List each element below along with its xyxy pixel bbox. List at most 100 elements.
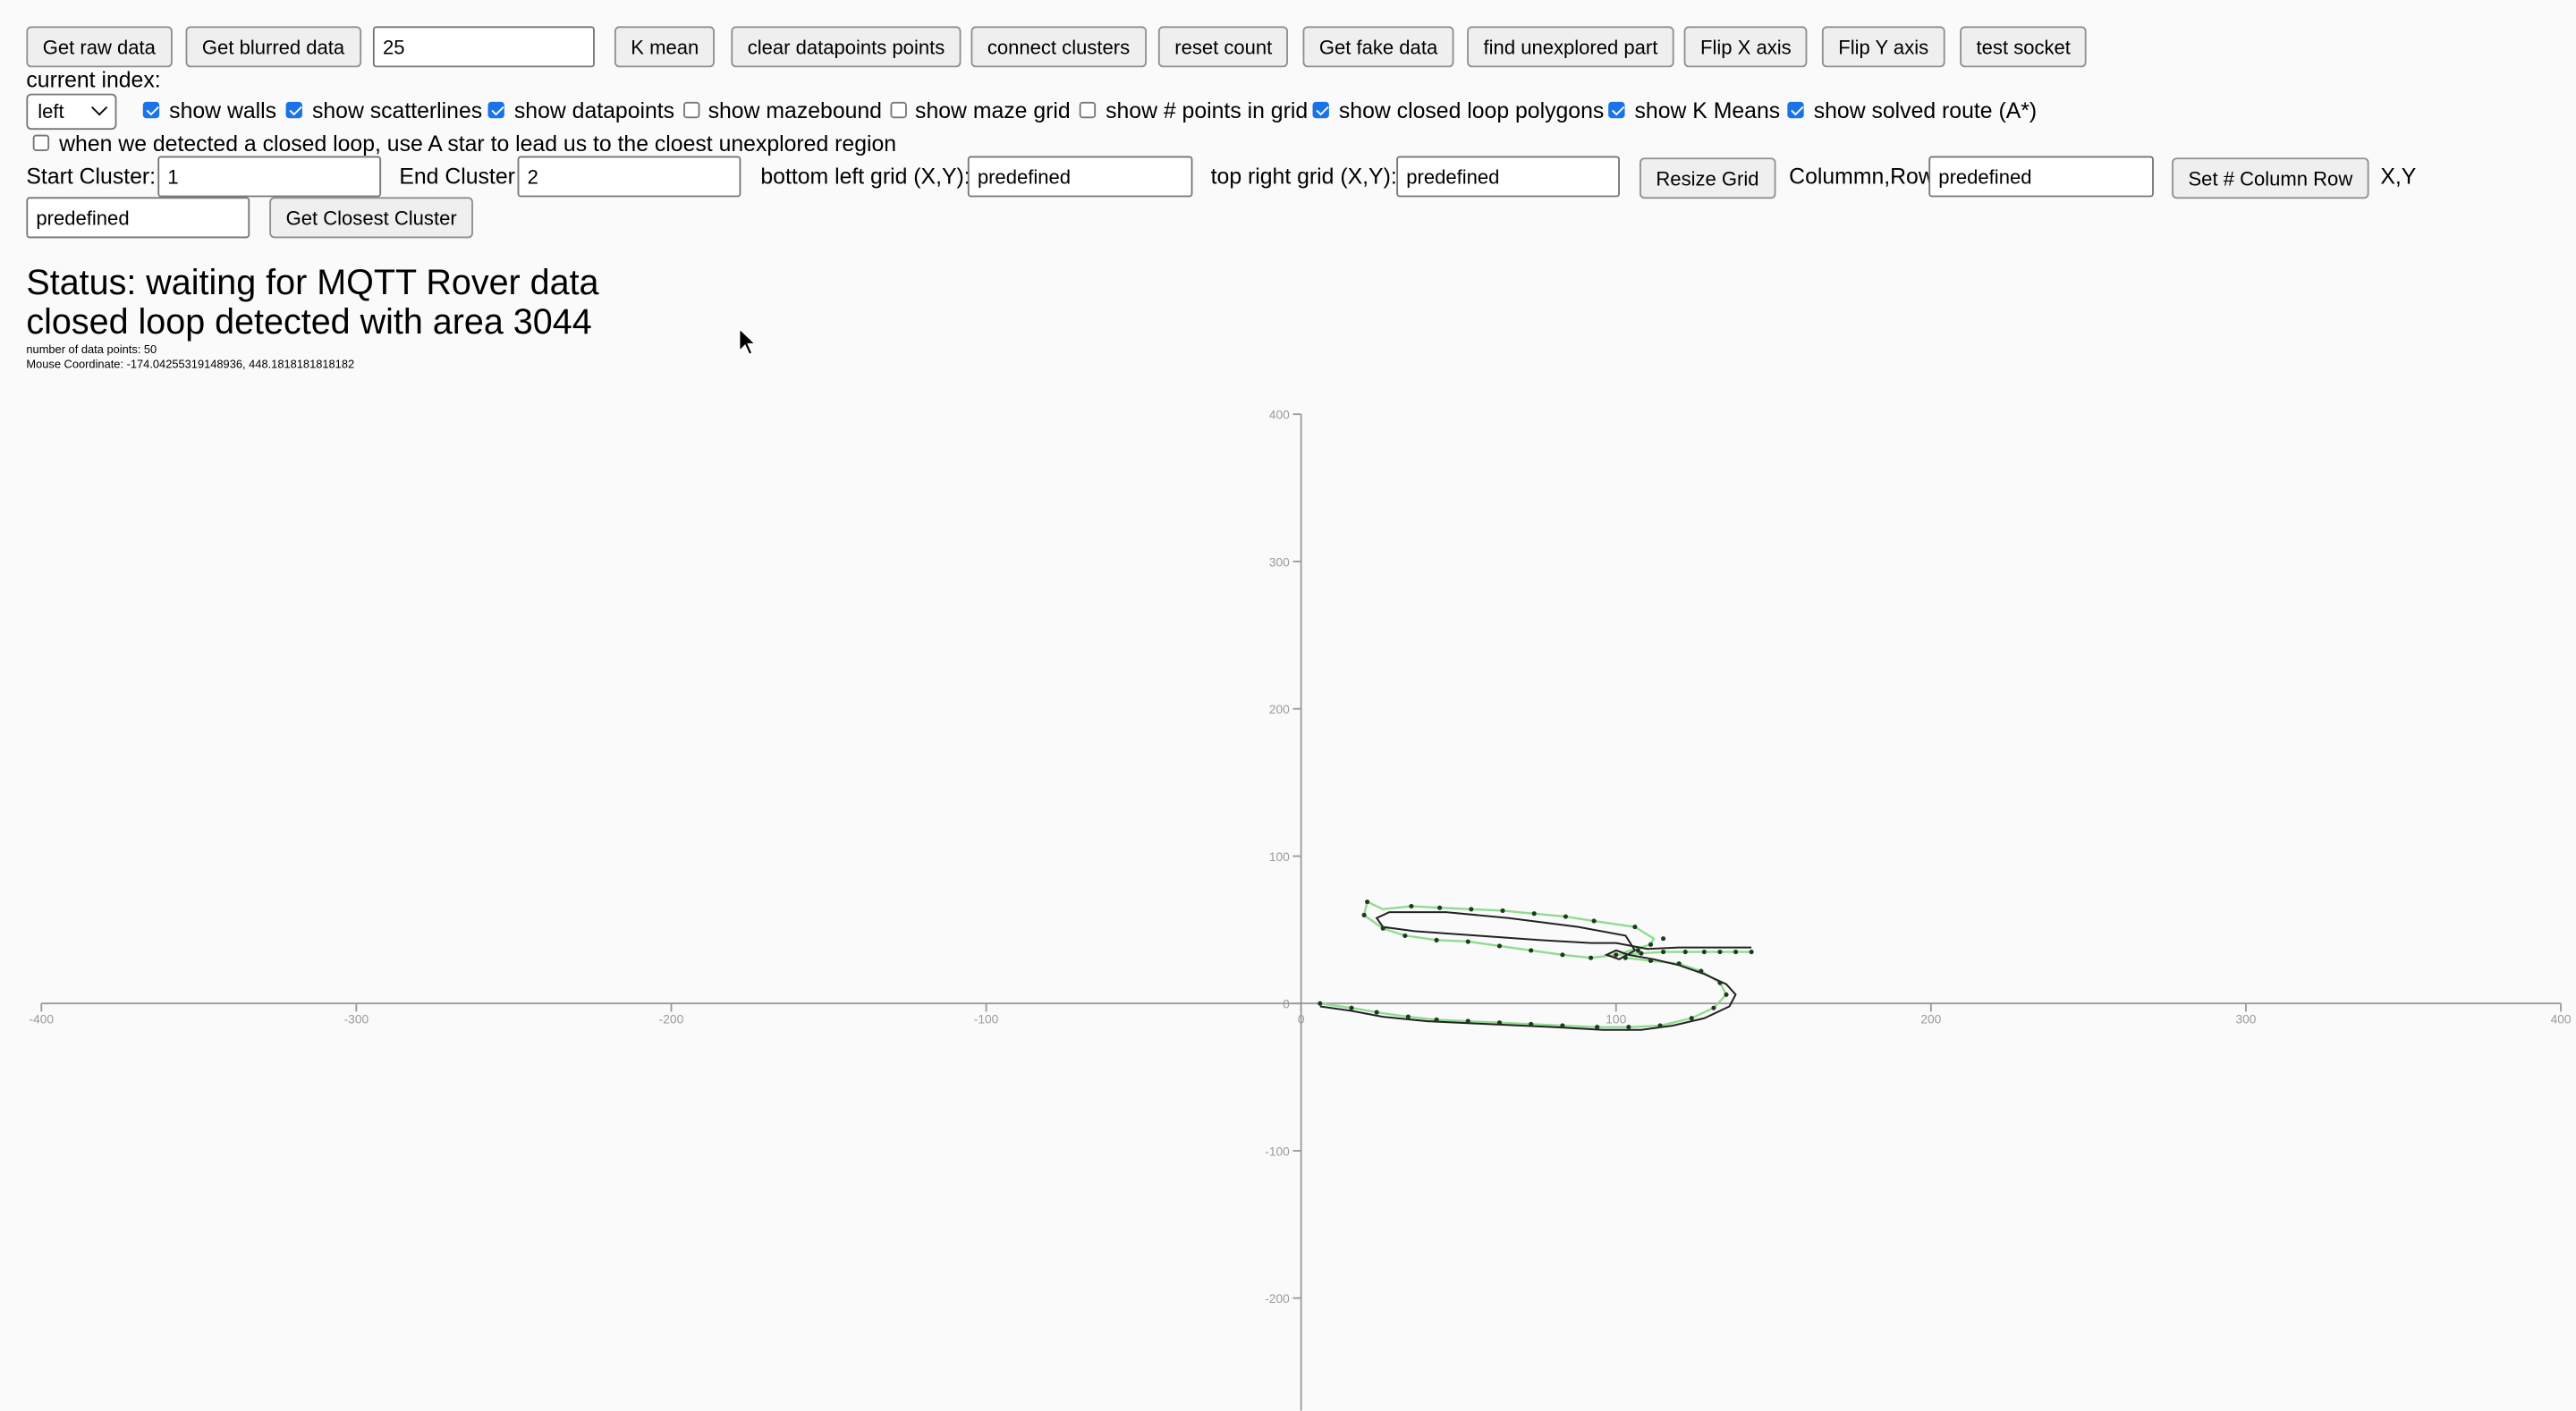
datapoint [1434,1017,1439,1022]
test-socket-button[interactable]: test socket [1960,26,2088,68]
y-tick-label: 300 [1269,555,1290,569]
datapoint [1496,1020,1503,1026]
xy-input[interactable] [26,197,250,239]
show-closed-loop-checkbox[interactable] [1312,101,1329,119]
show-datapoints-checkbox[interactable] [487,101,504,119]
get-blurred-data-button[interactable]: Get blurred data [185,26,361,68]
show-walls-checkbox[interactable] [142,101,160,119]
resize-grid-button[interactable]: Resize Grid [1640,157,1775,199]
column-row-input[interactable] [1928,156,2154,198]
y-tick-label: 400 [1269,409,1290,422]
datapoint [1711,1005,1716,1010]
k-mean-button[interactable]: K mean [614,26,716,68]
get-raw-data-button[interactable]: Get raw data [26,26,173,68]
closed-loop-text: closed loop detected with area 3044 [26,301,592,342]
show-scatterlines-checkbox[interactable] [285,101,302,119]
datapoint [1595,1025,1600,1030]
find-unexplored-button[interactable]: find unexplored part [1467,26,1674,68]
show-kmeans-label: show K Means [1634,98,1781,123]
datapoint [1409,903,1414,909]
datapoint [1623,955,1628,960]
scatter-line [1319,900,1752,1028]
top-right-grid-input[interactable] [1396,156,1620,198]
y-tick-label: 0 [1283,998,1290,1011]
datapoint [1699,968,1704,974]
datapoint [1591,918,1597,924]
datapoint [1682,949,1688,955]
reset-count-button[interactable]: reset count [1157,26,1289,68]
connect-clusters-button[interactable]: connect clusters [970,26,1147,68]
show-walls-label: show walls [169,98,277,123]
show-scatterlines-label: show scatterlines [311,98,483,123]
show-closed-loop-label: show closed loop polygons [1338,98,1605,123]
datapoint [1733,949,1739,955]
datapoint [1560,1023,1565,1028]
show-points-in-grid-checkbox[interactable] [1079,101,1097,119]
show-datapoints-label: show datapoints [513,98,675,123]
datapoint [1689,1016,1694,1021]
datapoint [1724,992,1729,997]
datapoint [1661,949,1666,955]
datapoint [1434,937,1439,942]
datapoint [1531,911,1537,917]
mouse-cursor-icon [738,326,758,356]
show-kmeans-checkbox[interactable] [1608,101,1625,119]
x-tick-label: -300 [344,1012,369,1026]
start-cluster-input[interactable] [157,156,382,198]
get-fake-data-button[interactable]: Get fake data [1302,26,1454,68]
datapoint [1639,951,1644,956]
x-tick-label: 300 [2235,1012,2256,1026]
direction-select-value: left [38,100,64,123]
datapoint [1657,1023,1663,1028]
start-cluster-label: Start Cluster: [26,164,157,190]
end-cluster-input[interactable] [517,156,741,198]
bottom-left-grid-label: bottom left grid (X,Y): [760,164,970,190]
datapoint [1632,924,1638,930]
y-tick-label: -100 [1265,1145,1290,1158]
datapoint [1361,912,1367,917]
datapoint [1405,1014,1411,1019]
k-value-input[interactable] [372,26,595,68]
datapoint [1529,948,1534,953]
x-tick-label: 200 [1920,1012,1941,1026]
show-mazebound-checkbox[interactable] [683,101,700,119]
y-tick-label: 100 [1269,850,1290,864]
datapoint [1626,1025,1631,1030]
datapoint [1560,952,1565,958]
mouse-coordinate: Mouse Coordinate: -174.04255319148936, 4… [26,359,355,372]
y-tick-label: -200 [1265,1292,1290,1305]
get-closest-cluster-button[interactable]: Get Closest Cluster [269,197,474,239]
wall-line [1319,911,1752,1031]
top-right-grid-label: top right grid (X,Y): [1210,164,1397,190]
show-solved-route-checkbox[interactable] [1787,101,1804,119]
bottom-left-grid-input[interactable] [967,156,1193,198]
flip-x-axis-button[interactable]: Flip X axis [1683,26,1809,68]
datapoint [1380,925,1385,931]
datapoint [1648,958,1654,964]
astar-closed-loop-checkbox[interactable] [32,134,50,151]
show-maze-grid-label: show maze grid [915,98,1071,123]
end-cluster-label: End Cluster [399,164,515,190]
datapoint [1661,936,1666,942]
datapoint [1648,942,1654,947]
astar-closed-loop-label: when we detected a closed loop, use A st… [59,131,897,156]
datapoint [1469,907,1474,912]
show-mazebound-label: show mazebound [708,98,882,123]
x-tick-label: 100 [1606,1012,1626,1026]
datapoint [1717,949,1723,955]
datapoint [1402,933,1408,939]
x-tick-label: 400 [2551,1012,2572,1026]
datapoint [1614,952,1619,958]
y-tick-label: 200 [1269,703,1290,716]
x-tick-label: -200 [659,1012,684,1026]
datapoint [1676,961,1682,967]
datapoint [1318,1001,1323,1006]
direction-select[interactable]: left [26,93,117,131]
clear-datapoints-button[interactable]: clear datapoints points [731,26,962,68]
show-points-in-grid-label: show # points in grid [1106,98,1309,123]
set-column-row-button[interactable]: Set # Column Row [2172,157,2369,199]
datapoint [1635,948,1640,953]
flip-y-axis-button[interactable]: Flip Y axis [1821,26,1945,68]
show-maze-grid-checkbox[interactable] [890,101,907,119]
